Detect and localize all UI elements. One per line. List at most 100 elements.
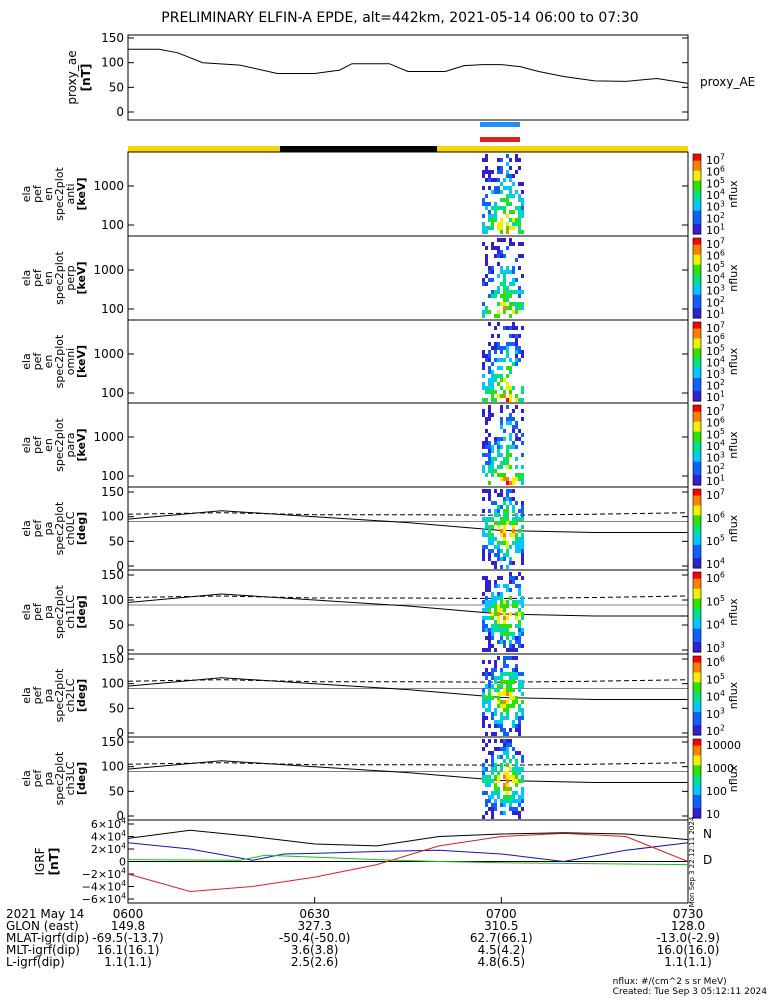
para-colorbar-segment: [693, 475, 701, 479]
para-pixel: [503, 457, 506, 461]
footer-row-value: -50.4(-50.0): [278, 931, 351, 945]
ch2LC-pixel: [491, 668, 494, 672]
igrf-yunit: [nT]: [47, 848, 61, 876]
omni-pixel: [518, 334, 521, 338]
para-pixel: [503, 429, 506, 433]
para-ylabel-3: spec2plot: [53, 418, 66, 472]
para-pixel: [506, 449, 509, 453]
para-colorbar-segment: [693, 435, 701, 439]
para-pixel: [500, 421, 503, 425]
perp-pixel: [500, 294, 503, 298]
ch0LC-pixel: [506, 553, 509, 557]
omni-colorbar-segment: [693, 348, 701, 353]
ch3LC-colorbar-segment: [693, 765, 701, 770]
ch3LC-pixel: [500, 747, 503, 751]
perp-colorbar-segment: [693, 261, 701, 266]
ch2LC-pixel: [503, 704, 506, 708]
ch0LC-pixel: [515, 541, 518, 545]
ant-colorbar-frame: [692, 153, 702, 235]
ch3LC-pixel: [512, 795, 515, 799]
ch2LC-ytick-label: 0: [116, 726, 124, 740]
ch3LC-pixel: [488, 799, 491, 803]
ant-pixel: [521, 202, 524, 206]
ant-pixel: [506, 214, 509, 218]
ch0LC-pixel: [521, 525, 524, 529]
ch0LC-pixel: [512, 533, 515, 537]
ch2LC-pixel: [509, 656, 512, 660]
ch2LC-colorbar-segment: [693, 675, 701, 680]
omni-pixel: [497, 322, 500, 326]
ch1LC-pixel: [512, 636, 515, 640]
ch3LC-pixel: [485, 783, 488, 787]
ch2LC-pixel: [515, 664, 518, 668]
ch1LC-pixel: [503, 640, 506, 644]
ch3LC-pixel: [494, 775, 497, 779]
omni-ylabel-5: [keV]: [75, 345, 88, 378]
ch1LC-pixel: [485, 576, 488, 580]
para-pixel: [500, 477, 503, 481]
ch0LC-pixel: [488, 541, 491, 545]
ch0LC-pixel: [506, 517, 509, 521]
ch3LC-pixel: [482, 771, 485, 775]
ch3LC-pixel: [509, 759, 512, 763]
ant-pixel: [494, 190, 497, 194]
perp-pixel: [482, 310, 485, 314]
ch2LC-pixel: [506, 656, 509, 660]
ch2LC-pixel: [494, 732, 497, 736]
para-pixel: [494, 469, 497, 473]
ch3LC-pixel: [506, 771, 509, 775]
ch1LC-colorbar-segment: [693, 612, 701, 616]
ant-ylabel-1: pef: [31, 184, 44, 203]
ch1LC-pixel: [503, 624, 506, 628]
ch1LC-ylabel-1: pef: [31, 602, 44, 621]
ch2LC-pixel: [503, 728, 506, 732]
ch3LC-pixel: [494, 787, 497, 791]
para-pixel: [515, 425, 518, 429]
para-ytick-label: 100: [101, 469, 124, 483]
para-pixel: [512, 429, 515, 433]
ch0LC-pixel: [503, 541, 506, 545]
ch3LC-pixel: [509, 807, 512, 811]
para-pixel: [509, 445, 512, 449]
para-pixel: [515, 465, 518, 469]
ch1LC-pixel: [488, 636, 491, 640]
perp-frame: [127, 235, 689, 321]
ant-pixel: [506, 202, 509, 206]
ch3LC-pixel: [512, 791, 515, 795]
ant-pixel: [503, 206, 506, 210]
omni-pixel: [485, 390, 488, 394]
ch1LC-pixel: [491, 628, 494, 632]
omni-colorbar-segment: [693, 381, 701, 386]
ant-pixel: [518, 206, 521, 210]
ch1LC-pixel: [491, 616, 494, 620]
ch1LC-pixel: [500, 608, 503, 612]
para-colorbar-segment: [693, 408, 701, 413]
ch2LC-pixel: [500, 672, 503, 676]
panel-ch0LC: [127, 486, 702, 571]
ant-pixel: [488, 202, 491, 206]
perp-colorbar-segment: [693, 258, 701, 262]
perp-pixel: [494, 290, 497, 294]
ant-pixel: [482, 226, 485, 230]
perp-pixel: [491, 246, 494, 250]
ant-pixel: [494, 186, 497, 190]
ch1LC-pixel: [488, 640, 491, 644]
igrf-D-line: [127, 832, 689, 893]
panel-perp: [127, 235, 702, 321]
ant-pixel: [485, 230, 488, 234]
para-pixel: [488, 417, 491, 421]
ch1LC-pixel: [497, 608, 500, 612]
omni-colorbar-segment: [693, 331, 701, 336]
para-pixel: [488, 405, 491, 409]
para-colorbar-segment: [693, 471, 701, 476]
para-pixel: [521, 433, 524, 437]
ant-pixel: [485, 206, 488, 210]
ch1LC-pixel: [509, 632, 512, 636]
ant-pixel: [509, 190, 512, 194]
ch0LC-pixel: [521, 533, 524, 537]
footer-row-value: 128.0: [670, 919, 706, 933]
perp-pixel: [515, 290, 518, 294]
ch0LC-pixel: [500, 517, 503, 521]
ch0LC-pixel: [488, 493, 491, 497]
ch1LC-ylabel-5: [deg]: [75, 595, 88, 628]
